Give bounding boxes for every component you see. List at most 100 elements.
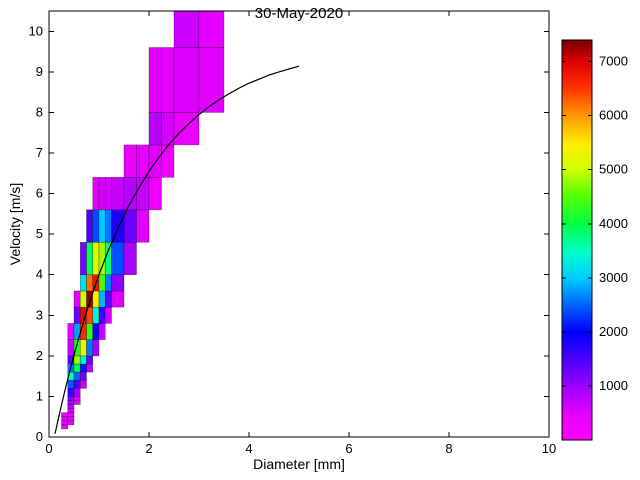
colorbar-ticks: 1000 2000 3000 4000 5000 6000 7000: [562, 54, 628, 393]
heatmap-cell: [173, 47, 200, 113]
y-tick-label: 7: [36, 145, 43, 160]
colorbar-tick-label: 7000: [599, 54, 628, 69]
heatmap-cell: [123, 241, 137, 276]
heatmap-cell: [148, 144, 162, 178]
heatmap-cell: [79, 241, 87, 276]
heatmap-cell: [79, 339, 87, 357]
heatmap-cell: [61, 424, 69, 430]
heatmap-cell: [86, 241, 94, 276]
colorbar-tick-label: 4000: [599, 216, 628, 231]
heatmap-cell: [92, 306, 100, 324]
heatmap-cell: [161, 112, 175, 146]
heatmap-cell: [98, 241, 106, 276]
heatmap-cell: [79, 379, 87, 389]
colorbar-tick-label: 6000: [599, 108, 628, 123]
heatmap-cell: [123, 144, 137, 178]
heatmap-cell: [73, 355, 81, 365]
y-tick-label: 1: [36, 388, 43, 403]
y-tick-label: 4: [36, 267, 43, 282]
x-tick-label: 6: [345, 441, 352, 456]
heatmap-cell: [86, 290, 94, 308]
y-tick-label: 0: [36, 429, 43, 444]
heatmap-cell: [98, 306, 106, 324]
x-tick-label: 0: [45, 441, 52, 456]
heatmap-cell: [67, 379, 75, 389]
heatmap-cell: [98, 177, 106, 211]
heatmap-cell: [123, 209, 137, 243]
heatmap-cell: [92, 177, 100, 211]
heatmap-cell: [111, 177, 125, 211]
axes-box: [48, 10, 550, 438]
y-axis-label: Velocity [m/s]: [7, 182, 23, 266]
heatmap-cell: [104, 274, 112, 292]
heatmap-cell: [111, 290, 125, 308]
heatmap-cell: [73, 400, 81, 405]
heatmap-cell: [67, 339, 75, 357]
heatmap-cell: [73, 396, 81, 401]
heatmap-cell: [92, 339, 100, 357]
heatmap-cell: [98, 209, 106, 243]
heatmap-cell: [92, 241, 100, 276]
heatmap-cell: [86, 339, 94, 357]
colorbar-gradient: [562, 40, 592, 440]
y-tick-label: 2: [36, 348, 43, 363]
heatmap-cell: [92, 290, 100, 308]
heatmap-cell: [161, 144, 175, 178]
x-tick-label: 4: [245, 441, 252, 456]
heatmap-cell: [67, 323, 75, 340]
heatmap-cell: [86, 355, 94, 365]
heatmap-cell: [86, 274, 94, 292]
x-tick-label: 2: [145, 441, 152, 456]
heatmap-cell: [123, 177, 137, 211]
heatmap-cell: [73, 388, 81, 397]
heatmap-cell: [104, 306, 112, 324]
y-axis-ticks: 0 1 2 3 4 5 6 7 8 9 10: [29, 23, 549, 444]
colorbar-tick-label: 2000: [599, 324, 628, 339]
heatmap-cell: [67, 408, 75, 413]
y-tick-label: 5: [36, 226, 43, 241]
heatmap-cell: [73, 379, 81, 389]
colorbar-tick-label: 5000: [599, 162, 628, 177]
heatmap-cell: [79, 355, 87, 365]
heatmap-cell: [111, 274, 125, 292]
y-tick-label: 8: [36, 104, 43, 119]
y-tick-label: 3: [36, 307, 43, 322]
colorbar-border: [561, 39, 593, 441]
heatmap-cell: [98, 323, 106, 340]
x-tick-label: 10: [542, 441, 556, 456]
y-tick-label: 6: [36, 186, 43, 201]
x-axis-ticks: 0 2 4 6 8 10: [45, 11, 556, 456]
colorbar-tick-label: 3000: [599, 270, 628, 285]
heatmap-cell: [61, 420, 69, 426]
heatmap-cell: [67, 420, 75, 426]
heatmap-cell: [98, 274, 106, 292]
heatmap-cell: [104, 241, 112, 276]
heatmap-cell: [136, 209, 150, 243]
heatmap-cell: [67, 404, 75, 409]
heatmap-cell: [92, 209, 100, 243]
heatmap-cell: [111, 241, 125, 276]
heatmap-cells: [61, 10, 225, 430]
heatmap-cell: [148, 112, 162, 146]
heatmap-cell: [148, 47, 162, 113]
heatmap-cell: [198, 47, 225, 113]
heatmap-cell: [86, 323, 94, 340]
y-tick-label: 10: [29, 23, 43, 38]
heatmap-cell: [161, 47, 175, 113]
heatmap-cell: [79, 371, 87, 381]
heatmap-cell: [61, 416, 69, 422]
heatmap-cell: [79, 290, 87, 308]
heatmap-cell: [86, 363, 94, 373]
x-axis-label: Diameter [mm]: [253, 456, 345, 472]
heatmap-cell: [92, 323, 100, 340]
heatmap-cell: [79, 274, 87, 292]
heatmap-cell: [73, 363, 81, 373]
y-tick-label: 9: [36, 64, 43, 79]
heatmap-cell: [67, 400, 75, 405]
heatmap-cell: [61, 412, 69, 418]
heatmap-cell: [67, 416, 75, 422]
colorbar-tick-label: 1000: [599, 378, 628, 393]
heatmap-cell: [67, 412, 75, 418]
x-tick-label: 8: [445, 441, 452, 456]
